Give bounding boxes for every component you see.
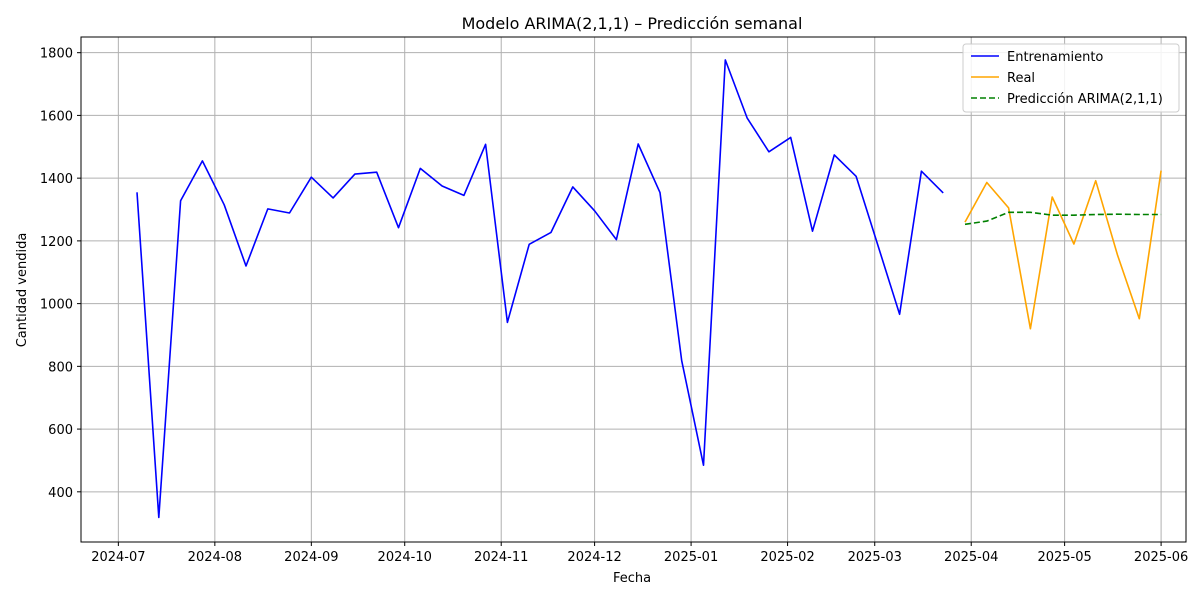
- x-tick-label: 2024-08: [188, 550, 242, 565]
- y-tick-label: 800: [48, 360, 73, 375]
- y-tick-label: 1400: [40, 172, 73, 187]
- series-line-3: [964, 211, 1162, 226]
- plot-frame: [80, 36, 1187, 543]
- series-line-2: [964, 170, 1162, 330]
- y-tick-label: 1200: [40, 235, 73, 250]
- y-axis-title: Cantidad vendida: [15, 233, 30, 348]
- series-line-1: [136, 59, 944, 519]
- y-tick-label: 400: [48, 486, 73, 501]
- x-tick-label: 2024-07: [91, 550, 145, 565]
- x-tick-label: 2024-10: [378, 550, 432, 565]
- y-tick-label: 1000: [40, 298, 73, 313]
- x-tick-label: 2024-11: [474, 550, 528, 565]
- x-tick-label: 2025-04: [944, 550, 998, 565]
- x-tick-label: 2025-03: [848, 550, 902, 565]
- x-axis-title: Fecha: [613, 571, 651, 586]
- chart-title: Modelo ARIMA(2,1,1) – Predicción semanal: [462, 14, 803, 33]
- x-tick-label: 2024-12: [567, 550, 621, 565]
- y-tick-label: 1800: [40, 47, 73, 62]
- x-tick-label: 2025-06: [1134, 550, 1188, 565]
- x-axis: 2024-07 2024-08 2024-09 2024-10 2024-11 2024-…: [91, 542, 1188, 565]
- y-tick-label: 1600: [40, 109, 73, 124]
- x-tick-label: 2025-02: [760, 550, 814, 565]
- legend-label: Entrenamiento: [1007, 50, 1103, 65]
- x-tick-label: 2025-05: [1037, 550, 1091, 565]
- legend-label: Predicción ARIMA(2,1,1): [1007, 92, 1163, 107]
- legend-box: [962, 43, 1180, 113]
- y-axis: 400 600 800 1000 1200 1400 1600 1800: [40, 47, 81, 501]
- legend: Entrenamiento Real Predicción ARIMA(2,1,1): [962, 43, 1180, 113]
- legend-label: Real: [1007, 71, 1035, 86]
- series-layer: [136, 59, 1162, 519]
- x-tick-label: 2024-09: [284, 550, 338, 565]
- y-tick-label: 600: [48, 423, 73, 438]
- x-tick-label: 2025-01: [664, 550, 718, 565]
